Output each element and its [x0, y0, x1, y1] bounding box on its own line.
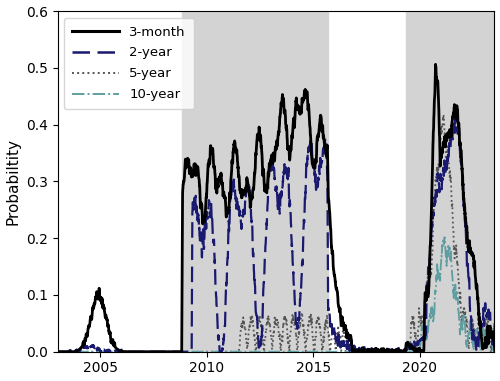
3-month — [64, 349, 70, 354]
2-year — [298, 279, 304, 283]
Line: 2-year: 2-year — [58, 115, 494, 352]
2-year — [410, 343, 416, 347]
2-year — [452, 113, 458, 117]
10-year — [445, 251, 451, 255]
Line: 5-year: 5-year — [58, 116, 494, 352]
10-year — [64, 349, 70, 354]
10-year — [442, 235, 448, 240]
10-year — [298, 349, 304, 354]
10-year — [428, 306, 434, 310]
2-year — [55, 349, 61, 354]
Y-axis label: Probabiltity: Probabiltity — [6, 138, 20, 225]
Bar — [406, 11, 494, 352]
2-year — [224, 262, 230, 266]
3-month — [492, 343, 498, 348]
5-year — [55, 349, 61, 354]
3-month — [432, 62, 438, 67]
5-year — [492, 339, 498, 344]
5-year — [410, 313, 416, 317]
3-month — [428, 213, 434, 218]
5-year — [428, 273, 434, 278]
Line: 3-month: 3-month — [58, 64, 494, 352]
3-month — [224, 210, 230, 215]
2-year — [428, 235, 434, 240]
10-year — [224, 349, 230, 354]
5-year — [298, 316, 304, 320]
10-year — [410, 349, 416, 354]
10-year — [492, 348, 498, 352]
3-month — [410, 345, 416, 350]
3-month — [445, 131, 451, 135]
5-year — [440, 114, 446, 118]
2-year — [64, 349, 70, 354]
Legend: 3-month, 2-year, 5-year, 10-year: 3-month, 2-year, 5-year, 10-year — [64, 18, 194, 109]
10-year — [55, 349, 61, 354]
3-month — [55, 349, 61, 354]
2-year — [492, 349, 498, 354]
5-year — [445, 150, 451, 155]
5-year — [64, 349, 70, 354]
Bar — [182, 11, 328, 352]
3-month — [298, 111, 304, 115]
2-year — [444, 155, 450, 159]
5-year — [224, 349, 230, 354]
Line: 10-year: 10-year — [58, 237, 494, 352]
